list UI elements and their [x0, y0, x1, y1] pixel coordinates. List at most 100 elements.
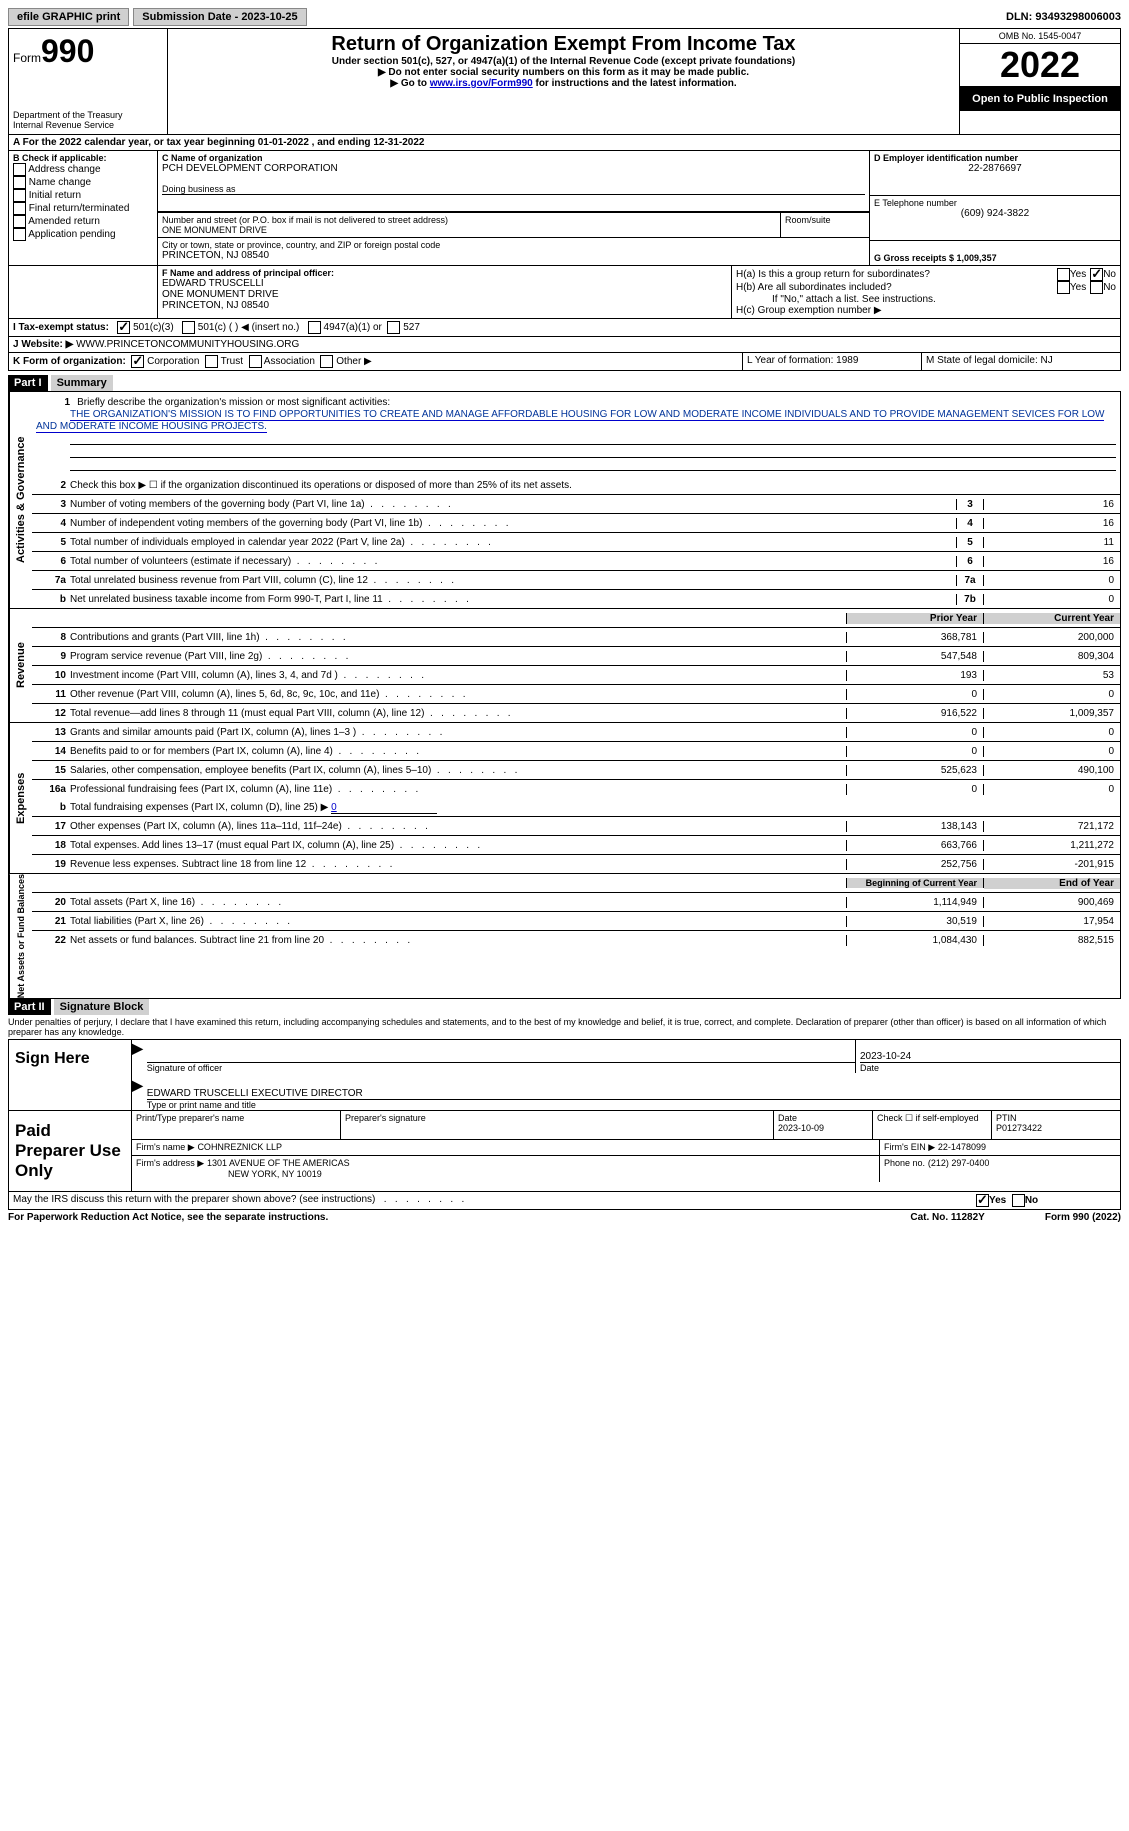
summary-line: 22Net assets or fund balances. Subtract … — [32, 931, 1120, 949]
officer-addr1: ONE MONUMENT DRIVE — [162, 289, 727, 300]
part2-title: Signature Block — [54, 999, 150, 1015]
ha-no[interactable]: No — [1090, 268, 1116, 281]
ein-value: 22-2876697 — [874, 163, 1116, 174]
discuss-label: May the IRS discuss this return with the… — [13, 1194, 375, 1205]
summary-line: 4Number of independent voting members of… — [32, 514, 1120, 533]
hb-no[interactable]: No — [1090, 281, 1116, 294]
officer-name-title: EDWARD TRUSCELLI EXECUTIVE DIRECTOR — [147, 1077, 1120, 1100]
c-label: C Name of organization — [162, 153, 865, 163]
ha-yes[interactable]: Yes — [1057, 268, 1086, 281]
part2-header: Part II — [8, 999, 51, 1015]
summary-line: 11Other revenue (Part VIII, column (A), … — [32, 685, 1120, 704]
f-label: F Name and address of principal officer: — [162, 268, 727, 278]
e-label: E Telephone number — [874, 198, 1116, 208]
firm-phone-value: (212) 297-0400 — [928, 1158, 990, 1168]
line2-text: Check this box ▶ ☐ if the organization d… — [70, 479, 1120, 492]
sig-date-value: 2023-10-24 — [860, 1040, 1120, 1063]
k-label: K Form of organization: — [13, 356, 126, 367]
check-527[interactable]: 527 — [387, 322, 419, 333]
check-assoc[interactable]: Association — [249, 356, 315, 367]
line16b-label: Total fundraising expenses (Part IX, col… — [70, 802, 328, 813]
form-header: Form990 Department of the Treasury Inter… — [8, 28, 1121, 135]
summary-line: bNet unrelated business taxable income f… — [32, 590, 1120, 608]
org-name: PCH DEVELOPMENT CORPORATION — [162, 163, 865, 174]
summary-line: 21Total liabilities (Part X, line 26)30,… — [32, 912, 1120, 931]
current-year-header: Current Year — [984, 613, 1120, 624]
check-4947[interactable]: 4947(a)(1) or — [308, 322, 382, 333]
line1-label: Briefly describe the organization's miss… — [77, 396, 390, 409]
summary-line: 19Revenue less expenses. Subtract line 1… — [32, 855, 1120, 873]
check-amended-return[interactable]: Amended return — [13, 215, 153, 228]
irs-link[interactable]: www.irs.gov/Form990 — [430, 78, 533, 89]
arrow-icon: ▶ — [132, 1040, 143, 1073]
sig-officer-label: Signature of officer — [147, 1063, 855, 1073]
dept-label: Department of the Treasury — [13, 110, 163, 120]
check-other[interactable]: Other ▶ — [320, 356, 371, 367]
tax-year-range: A For the 2022 calendar year, or tax yea… — [9, 135, 428, 150]
street-address: ONE MONUMENT DRIVE — [162, 225, 776, 235]
check-final-return[interactable]: Final return/terminated — [13, 202, 153, 215]
section-i: I Tax-exempt status: 501(c)(3) 501(c) ( … — [8, 319, 1121, 337]
type-name-label: Type or print name and title — [147, 1100, 1120, 1110]
i-label: I Tax-exempt status: — [13, 322, 109, 333]
ha-label: H(a) Is this a group return for subordin… — [736, 269, 1053, 280]
mission-text: THE ORGANIZATION'S MISSION IS TO FIND OP… — [36, 409, 1104, 433]
prior-year-header: Prior Year — [846, 613, 984, 624]
subtitle-3: ▶ Go to www.irs.gov/Form990 for instruct… — [172, 78, 955, 89]
side-activities-governance: Activities & Governance — [9, 392, 32, 608]
section-b-to-g: B Check if applicable: Address change Na… — [8, 151, 1121, 266]
submission-date-button[interactable]: Submission Date - 2023-10-25 — [133, 8, 306, 26]
m-label: M State of legal domicile: NJ — [922, 353, 1120, 370]
hc-label: H(c) Group exemption number ▶ — [736, 305, 1116, 316]
hb-yes[interactable]: Yes — [1057, 281, 1086, 294]
irs-label: Internal Revenue Service — [13, 120, 163, 130]
dba-label: Doing business as — [162, 184, 865, 195]
sign-here-label: Sign Here — [9, 1040, 131, 1110]
expenses-block: Expenses 13Grants and similar amounts pa… — [8, 723, 1121, 874]
discuss-yes[interactable]: Yes — [976, 1195, 1006, 1206]
ptin-value: P01273422 — [996, 1123, 1116, 1133]
dln-label: DLN: 93493298006003 — [1006, 11, 1121, 23]
part1-title: Summary — [51, 375, 113, 391]
discuss-no[interactable]: No — [1012, 1195, 1038, 1206]
summary-line: 3Number of voting members of the governi… — [32, 495, 1120, 514]
firm-name-label: Firm's name ▶ — [136, 1142, 195, 1152]
omb-label: OMB No. 1545-0047 — [960, 29, 1120, 43]
line16b-value: 0 — [331, 802, 437, 814]
summary-line: 6Total number of volunteers (estimate if… — [32, 552, 1120, 571]
website-value: WWW.PRINCETONCOMMUNITYHOUSING.ORG — [76, 339, 299, 350]
subtitle-1: Under section 501(c), 527, or 4947(a)(1)… — [172, 56, 955, 67]
form-number: Form990 — [13, 33, 163, 70]
section-f-h: F Name and address of principal officer:… — [8, 266, 1121, 319]
check-501c3[interactable]: 501(c)(3) — [117, 322, 173, 333]
pt-date-value: 2023-10-09 — [778, 1123, 868, 1133]
check-application-pending[interactable]: Application pending — [13, 228, 153, 241]
b-label: B Check if applicable: — [13, 153, 153, 163]
check-address-change[interactable]: Address change — [13, 163, 153, 176]
room-label: Room/suite — [785, 215, 865, 225]
phone-value: (609) 924-3822 — [874, 208, 1116, 219]
summary-line: 10Investment income (Part VIII, column (… — [32, 666, 1120, 685]
part1-header: Part I — [8, 375, 48, 391]
phone-label: Phone no. — [884, 1158, 925, 1168]
summary-line: 5Total number of individuals employed in… — [32, 533, 1120, 552]
hb-label: H(b) Are all subordinates included? — [736, 282, 1053, 293]
summary-line: 16aProfessional fundraising fees (Part I… — [32, 780, 1120, 798]
officer-addr2: PRINCETON, NJ 08540 — [162, 300, 727, 311]
arrow-icon-2: ▶ — [132, 1077, 143, 1110]
check-name-change[interactable]: Name change — [13, 176, 153, 189]
self-employed-check[interactable]: Check ☐ if self-employed — [877, 1113, 987, 1124]
eoy-header: End of Year — [984, 878, 1120, 889]
paid-preparer-section: Paid Preparer Use Only Print/Type prepar… — [8, 1111, 1121, 1192]
efile-button[interactable]: efile GRAPHIC print — [8, 8, 129, 26]
check-501c[interactable]: 501(c) ( ) ◀ (insert no.) — [182, 322, 299, 333]
bcy-header: Beginning of Current Year — [846, 878, 984, 888]
hb-note: If "No," attach a list. See instructions… — [736, 294, 1116, 305]
pt-date-label: Date — [778, 1113, 868, 1123]
pt-name-label: Print/Type preparer's name — [136, 1113, 336, 1123]
check-corp[interactable]: Corporation — [131, 356, 199, 367]
check-trust[interactable]: Trust — [205, 356, 243, 367]
city-label: City or town, state or province, country… — [162, 240, 865, 250]
check-initial-return[interactable]: Initial return — [13, 189, 153, 202]
summary-line: 20Total assets (Part X, line 16)1,114,94… — [32, 893, 1120, 912]
